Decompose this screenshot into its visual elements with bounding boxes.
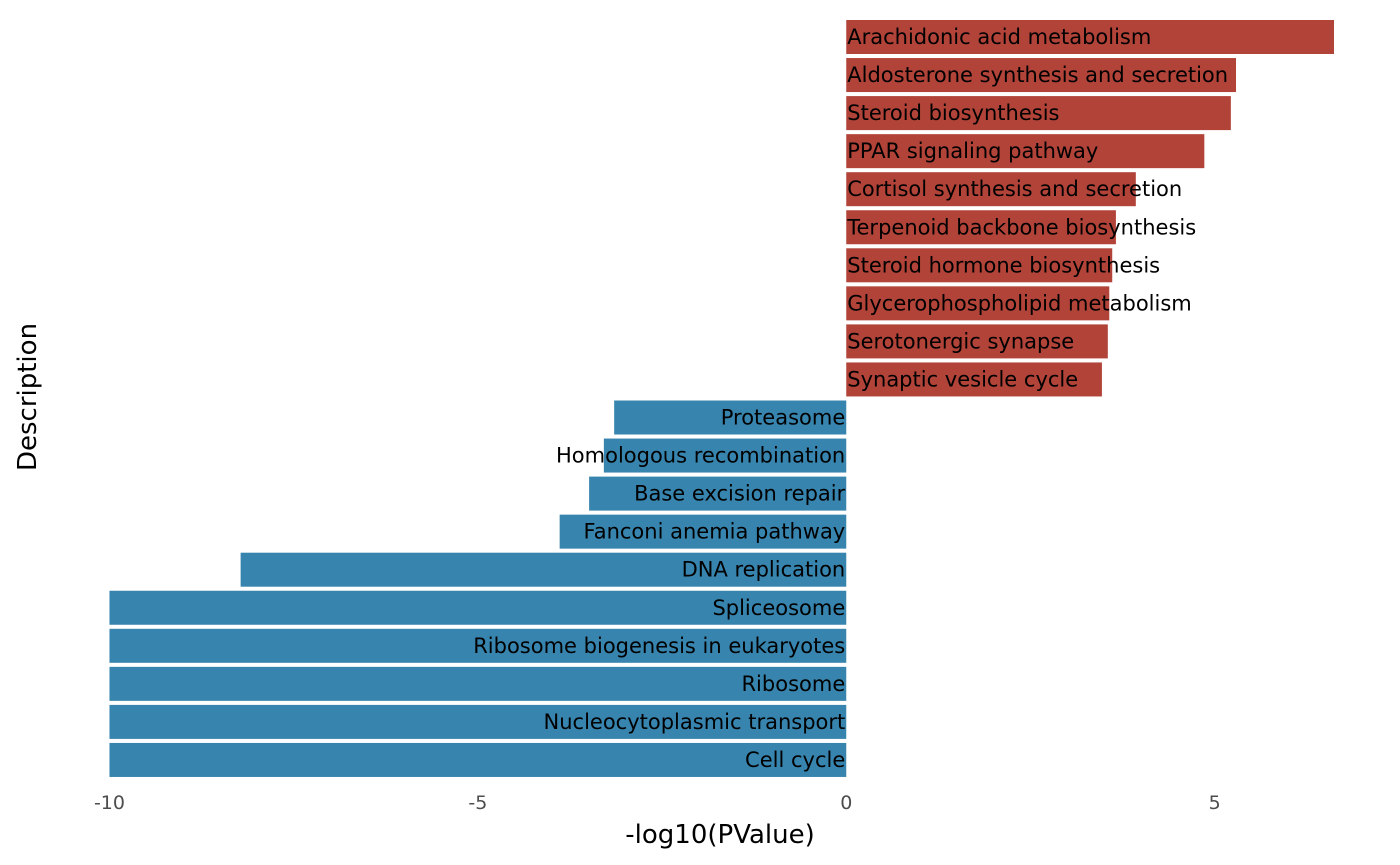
bar (589, 476, 847, 511)
bar-label: DNA replication (682, 558, 846, 582)
bar (846, 324, 1108, 359)
bar-label: Cell cycle (745, 748, 845, 772)
bar-label: Steroid biosynthesis (847, 101, 1059, 125)
bar (109, 666, 847, 701)
bar (846, 96, 1231, 131)
bar (240, 552, 847, 587)
x-tick-label: -10 (94, 792, 125, 814)
bars-layer (109, 20, 1335, 777)
bar-label: Proteasome (721, 406, 846, 430)
bar (846, 58, 1237, 93)
bar (846, 362, 1102, 397)
bar-label: Cortisol synthesis and secretion (847, 177, 1182, 201)
x-axis-title: -log10(PValue) (625, 820, 814, 850)
bar-label: Glycerophospholipid metabolism (847, 291, 1192, 315)
bar-labels-layer: Arachidonic acid metabolism Aldosterone s… (473, 25, 1228, 772)
bar (846, 210, 1116, 245)
x-tick-label: 0 (840, 792, 852, 814)
bar-label: Synaptic vesicle cycle (847, 367, 1078, 391)
bar-label: Ribosome biogenesis in eukaryotes (473, 634, 845, 658)
bar-label: PPAR signaling pathway (847, 139, 1098, 163)
x-axis-ticks: -10 -5 0 5 (94, 792, 1221, 814)
bar-label: Nucleocytoplasmic transport (544, 710, 846, 734)
bar-label: Serotonergic synapse (847, 329, 1074, 353)
bar (614, 400, 847, 435)
bar-label: Spliceosome (712, 596, 845, 620)
x-tick-label: 5 (1209, 792, 1221, 814)
bar (846, 20, 1335, 54)
bar (109, 704, 847, 739)
bar (846, 134, 1205, 169)
bar (846, 172, 1136, 207)
bar-label: Homologous recombination (556, 444, 845, 468)
bar (846, 248, 1113, 283)
y-axis-title: Description (13, 323, 43, 471)
bar-label: Base excision repair (634, 482, 846, 506)
bar (846, 286, 1110, 321)
bar (559, 514, 847, 549)
bar-label: Terpenoid backbone biosynthesis (846, 215, 1196, 239)
bar-label: Aldosterone synthesis and secretion (847, 63, 1228, 87)
bar-label: Fanconi anemia pathway (584, 520, 846, 544)
bar-label: Steroid hormone biosynthesis (847, 253, 1160, 277)
bar-label: Arachidonic acid metabolism (847, 25, 1151, 49)
bar (603, 438, 847, 473)
bar (109, 742, 847, 777)
bar (109, 628, 847, 663)
x-tick-label: -5 (468, 792, 487, 814)
bar (109, 590, 847, 625)
bar-label: Ribosome (741, 672, 845, 696)
